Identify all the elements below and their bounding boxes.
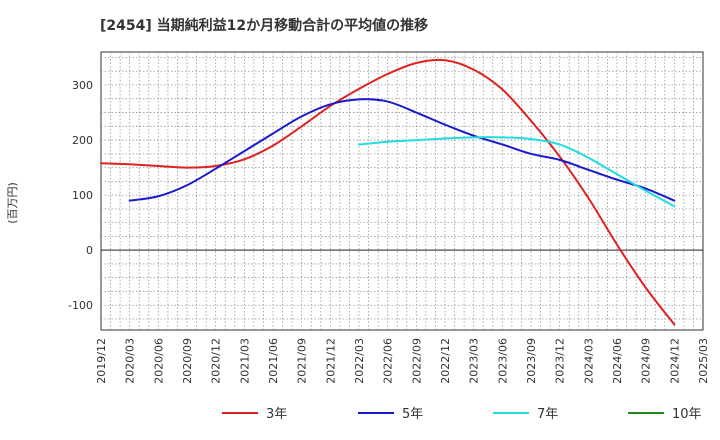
x-tick-label: 2022/12 bbox=[439, 338, 452, 384]
x-tick-label: 2021/03 bbox=[238, 338, 251, 384]
x-tick-label: 2020/12 bbox=[210, 338, 223, 384]
y-tick-label: 300 bbox=[72, 79, 93, 92]
y-tick-label: 200 bbox=[72, 134, 93, 147]
x-tick-label: 2021/06 bbox=[267, 338, 280, 384]
x-tick-label: 2023/09 bbox=[525, 338, 538, 384]
x-tick-label: 2025/03 bbox=[697, 338, 710, 384]
x-tick-label: 2022/06 bbox=[382, 338, 395, 384]
chart-title: [2454] 当期純利益12か月移動合計の平均値の推移 bbox=[100, 17, 428, 34]
x-tick-label: 2021/09 bbox=[296, 338, 309, 384]
plot-frame bbox=[100, 51, 704, 331]
x-tick-label: 2024/06 bbox=[611, 338, 624, 384]
y-axis-ticks: -100 0 100 200 300 bbox=[68, 79, 93, 312]
series-line-2 bbox=[128, 98, 676, 202]
x-axis-ticks: 2019/12 2020/03 2020/06 2020/09 2020/12 2021/… bbox=[95, 338, 710, 384]
x-tick-label: 2024/03 bbox=[582, 338, 595, 384]
y-tick-label: 0 bbox=[86, 244, 93, 257]
y-axis-label: (百万円) bbox=[6, 182, 19, 224]
x-tick-label: 2022/09 bbox=[410, 338, 423, 384]
series-line-3 bbox=[358, 136, 676, 208]
x-tick-label: 2022/03 bbox=[353, 338, 366, 384]
legend-label: 3年 bbox=[266, 407, 287, 422]
x-tick-label: 2019/12 bbox=[95, 338, 108, 384]
y-tick-label: -100 bbox=[68, 299, 93, 312]
legend: 3年 5年 7年 10年 bbox=[222, 407, 702, 422]
series-line-1 bbox=[100, 58, 676, 326]
x-tick-label: 2024/09 bbox=[640, 338, 653, 384]
plot-area bbox=[100, 51, 704, 331]
x-tick-label: 2023/06 bbox=[496, 338, 509, 384]
y-tick-label: 100 bbox=[72, 189, 93, 202]
x-tick-label: 2023/03 bbox=[468, 338, 481, 384]
legend-label: 10年 bbox=[672, 407, 702, 422]
x-tick-label: 2020/09 bbox=[181, 338, 194, 384]
x-tick-label: 2020/03 bbox=[124, 338, 137, 384]
x-tick-label: 2024/12 bbox=[668, 338, 681, 384]
legend-label: 7年 bbox=[537, 407, 558, 422]
series-lines bbox=[100, 58, 676, 326]
x-tick-label: 2021/12 bbox=[324, 338, 337, 384]
x-tick-label: 2023/12 bbox=[554, 338, 567, 384]
legend-label: 5年 bbox=[402, 407, 423, 422]
x-tick-label: 2020/06 bbox=[152, 338, 165, 384]
